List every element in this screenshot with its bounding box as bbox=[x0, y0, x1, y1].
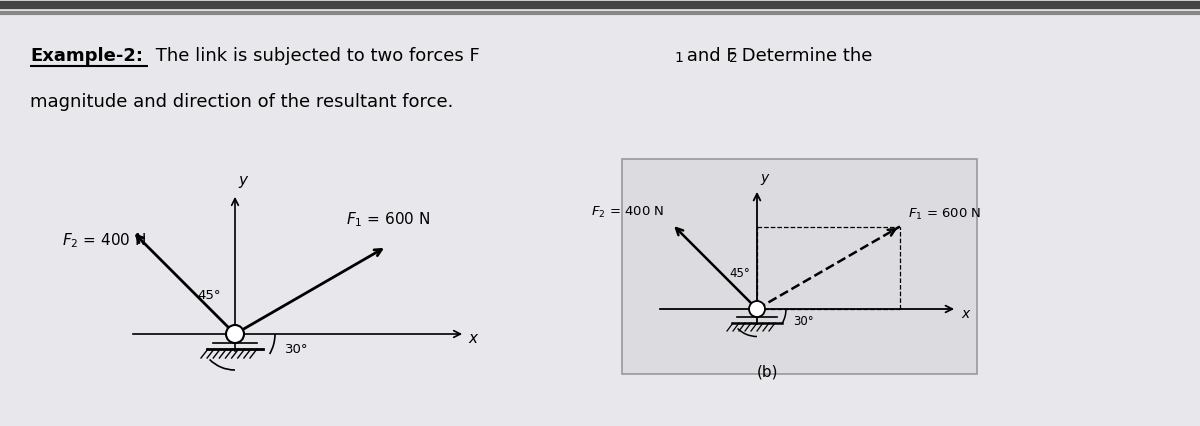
Text: 2: 2 bbox=[730, 51, 738, 65]
Text: 30°: 30° bbox=[793, 314, 814, 327]
Circle shape bbox=[226, 325, 244, 343]
Text: $F_1$ = 600 N: $F_1$ = 600 N bbox=[908, 207, 982, 222]
Text: $F_2$ = 400 N: $F_2$ = 400 N bbox=[590, 204, 664, 220]
Text: y: y bbox=[760, 170, 768, 184]
Text: (b): (b) bbox=[756, 364, 778, 379]
Text: y: y bbox=[238, 173, 247, 187]
Text: x: x bbox=[468, 331, 478, 345]
Text: 45°: 45° bbox=[197, 288, 221, 301]
Text: 1: 1 bbox=[674, 51, 683, 65]
Text: x: x bbox=[961, 306, 970, 320]
Text: $F_1$ = 600 N: $F_1$ = 600 N bbox=[347, 210, 431, 229]
Text: 45°: 45° bbox=[730, 266, 750, 279]
Text: Determine the: Determine the bbox=[736, 47, 872, 65]
Text: and F: and F bbox=[682, 47, 737, 65]
Text: Example-2:: Example-2: bbox=[30, 47, 143, 65]
Circle shape bbox=[749, 301, 766, 317]
Text: $F_2$ = 400 N: $F_2$ = 400 N bbox=[62, 230, 146, 249]
FancyBboxPatch shape bbox=[622, 160, 977, 374]
Text: 30°: 30° bbox=[286, 342, 308, 355]
Text: magnitude and direction of the resultant force.: magnitude and direction of the resultant… bbox=[30, 93, 454, 111]
Text: The link is subjected to two forces F: The link is subjected to two forces F bbox=[150, 47, 480, 65]
